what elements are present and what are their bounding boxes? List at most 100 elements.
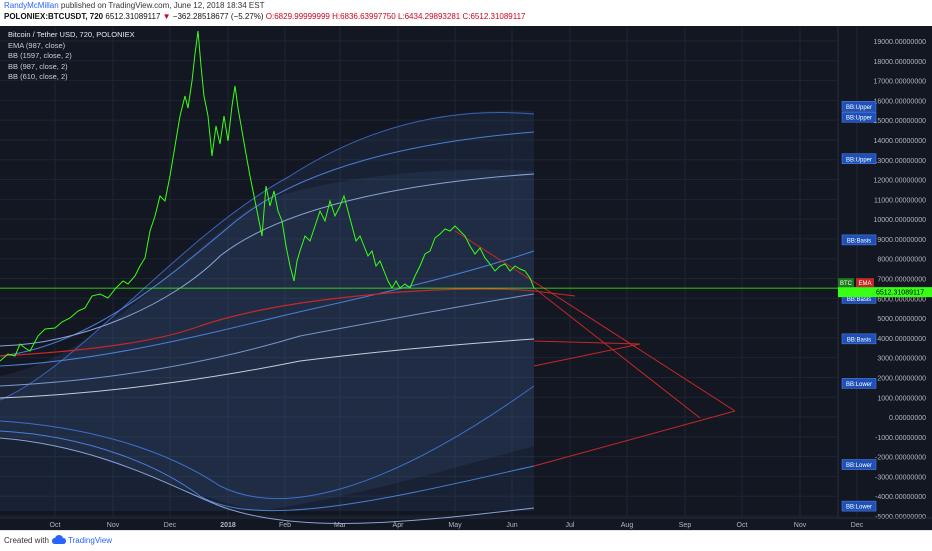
bb-value-badge [841,378,877,389]
price-tick-label: 5000.00000000 [877,316,926,323]
time-tick-label: Nov [107,522,120,529]
bb-badge-label: BB:Lower [846,463,872,469]
price-tick-label: 8000.00000000 [877,257,926,264]
bb-value-badge [841,500,877,512]
ohlc-line: POLONIEX:BTCUSDT, 720 6512.31089117 ▼ −3… [4,12,526,21]
ema-label-bg [856,278,874,288]
current-price-badge-bg [838,287,932,298]
down-arrow-icon: ▼ [162,12,171,21]
price-tick-label: 9000.00000000 [877,237,926,244]
bb-basis-line-1 [0,250,535,367]
price-tick-label: 3000.00000000 [877,356,926,363]
bb-987-upper-line [0,131,535,357]
price-series-line [0,30,535,362]
open-value: O:6829.99999999 [265,12,330,21]
price-tick-label: 14000.00000000 [873,138,926,145]
bb-badge-label: BB:Upper [846,105,872,111]
price-change: −362.28518677 (−5.27%) [172,12,264,21]
price-tick-label: -4000.00000000 [875,494,926,501]
close-value: C:6512.31089117 [462,12,526,21]
tradingview-link[interactable]: TradingView [68,536,113,545]
price-tick-label: -2000.00000000 [875,455,926,462]
time-tick-label: Nov [794,522,807,529]
price-tick-label: 15000.00000000 [873,118,926,125]
bb-badge-label: BB:Basis [847,337,871,343]
legend-item-bb-1597[interactable]: BB (1597, close, 2) [8,51,72,60]
time-tick-label: Dec [164,522,177,529]
time-tick-label: May [448,522,462,529]
ema-label: EMA [858,281,871,287]
time-tick-label: 2018 [220,522,236,529]
trendline-short-3[interactable] [533,290,576,297]
symbol-label: POLONIEX:BTCUSDT, 720 [4,12,104,21]
time-tick-label: Mar [334,522,347,529]
chart-legend: Bitcoin / Tether USD, 720, POLONIEX EMA … [8,30,135,83]
bb-basis-line-3 [0,338,535,399]
price-tick-label: 1000.00000000 [877,395,926,402]
time-tick-label: Sep [679,522,692,529]
price-tick-label: -1000.00000000 [875,435,926,442]
last-price: 6512.31089117 [105,12,161,21]
price-tick-label: -3000.00000000 [875,474,926,481]
created-with-label: Created with [4,536,49,545]
publish-info: RandyMcMillan published on TradingView.c… [4,1,264,10]
bb-badge-label: BB:Upper [846,116,872,122]
bb-badge-label: BB:Upper [846,157,872,163]
price-tick-label: 11000.00000000 [874,197,926,204]
bb-badge-label: BB:Basis [847,238,871,244]
time-tick-label: Feb [279,522,291,529]
time-tick-label: Apr [393,522,405,529]
btc-label-bg [838,278,854,288]
bb-lower-line-3 [0,437,535,524]
bb-value-badge [841,153,877,165]
ema-line [0,288,535,357]
bb-1597-band-fill [0,110,534,512]
chart-header: RandyMcMillan published on TradingView.c… [0,0,932,26]
time-tick-label: Oct [737,522,748,529]
bb-value-badge [841,111,877,123]
bb-lower-line-2 [0,430,535,512]
author-link[interactable]: RandyMcMillan [4,1,59,10]
publish-text: published on TradingView.com, June 12, 2… [60,1,265,10]
bb-987-band-fill [0,169,534,511]
trendline-descending[interactable] [533,287,701,419]
current-price-badge: 6512.31089117 [876,290,924,297]
time-tick-label: Aug [621,522,634,529]
low-value: L:6434.29893281 [397,12,461,21]
time-tick-label: Dec [851,522,864,529]
price-tick-label: 4000.00000000 [877,336,926,343]
price-tick-label: 6000.00000000 [877,296,926,303]
trendline-short-2[interactable] [533,343,641,367]
legend-title: Bitcoin / Tether USD, 720, POLONIEX [8,30,135,39]
price-tick-label: 13000.00000000 [873,158,926,165]
price-chart[interactable]: 19000.00000000 18000.00000000 17000.000000… [0,26,932,530]
bb-badge-label: BB:Basis [847,297,871,303]
trendline-lower[interactable] [533,410,736,467]
bb-value-badge [841,101,877,112]
trendline-short-1[interactable] [533,340,641,345]
price-tick-label: 12000.00000000 [873,178,926,185]
high-value: H:6836.63997750 [332,12,396,21]
tradingview-cloud-icon [52,535,66,544]
btc-label: BTC [840,281,853,287]
time-tick-label: Jul [566,522,575,529]
footer-bar: Created with TradingView [0,530,932,551]
bb-610-upper-line [0,173,535,347]
legend-item-bb-610[interactable]: BB (610, close, 2) [8,72,68,81]
bb-badge-label: BB:Lower [846,382,872,388]
legend-item-ema[interactable]: EMA (987, close) [8,40,66,50]
trendline-upper[interactable] [454,230,736,412]
legend-item-bb-987[interactable]: BB (987, close, 2) [8,61,68,71]
price-tick-label: 19000.00000000 [873,39,926,46]
bb-lower-line-1 [0,385,535,500]
price-tick-label: 18000.00000000 [873,59,926,66]
bb-basis-line-2 [0,293,535,387]
bb-value-badge [841,234,877,246]
time-tick-label: Oct [50,522,61,529]
bb-value-badge [841,459,877,470]
price-tick-label: 10000.00000000 [873,217,926,224]
price-tick-label: 17000.00000000 [873,79,926,86]
price-tick-label: 2000.00000000 [877,375,926,382]
bb-badge-label: BB:Lower [846,505,872,511]
price-tick-label: 7000.00000000 [877,277,926,284]
